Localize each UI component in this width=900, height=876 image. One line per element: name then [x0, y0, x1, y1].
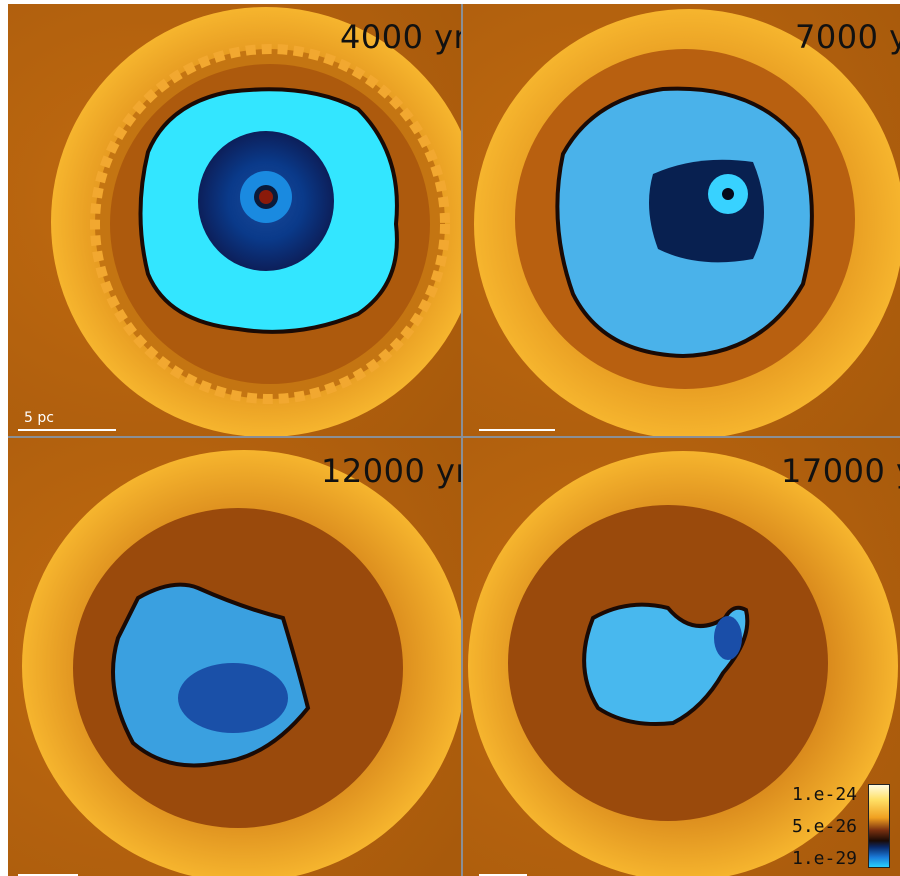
colorbar-label-max: 1.e-24	[792, 784, 858, 805]
panel-12000-yr: 12000 yr	[8, 438, 461, 876]
time-label: 17000 yr	[781, 452, 900, 490]
colorbar-label-min: 1.e-29	[792, 848, 858, 869]
panel-4000-yr: 4000 yr 5 pc	[8, 4, 461, 436]
panel-17000-yr: 17000 yr	[463, 438, 900, 876]
panel-7000-yr: 7000 yr	[463, 4, 900, 436]
density-map-7000	[463, 4, 900, 436]
colorbar	[868, 784, 890, 868]
scale-bar-label: 5 pc	[24, 410, 54, 426]
time-label: 7000 yr	[795, 18, 900, 56]
density-map-17000	[463, 438, 900, 876]
density-map-4000	[8, 4, 461, 436]
time-label: 4000 yr	[340, 18, 461, 56]
colorbar-label-mid: 5.e-26	[792, 816, 858, 837]
simulation-panel-grid: 4000 yr 5 pc 7000 yr	[8, 4, 900, 876]
scale-bar	[479, 874, 527, 876]
scale-bar	[479, 429, 555, 431]
scale-bar	[18, 874, 78, 876]
scale-bar	[18, 429, 116, 431]
density-map-12000	[8, 438, 461, 876]
time-label: 12000 yr	[321, 452, 461, 490]
